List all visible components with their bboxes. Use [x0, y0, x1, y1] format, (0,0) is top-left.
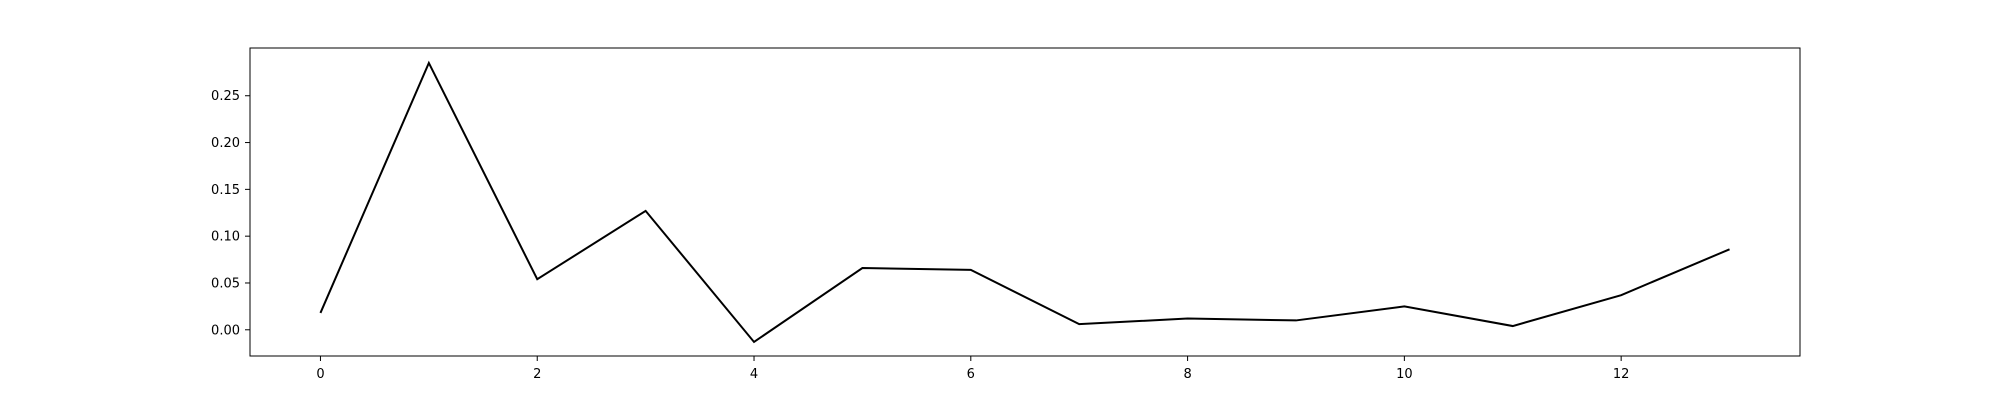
x-tick-label: 6: [967, 367, 975, 382]
x-tick-label: 10: [1396, 367, 1413, 382]
x-tick-label: 8: [1183, 367, 1191, 382]
y-tick-label: 0.20: [211, 136, 240, 151]
x-tick-label: 4: [750, 367, 758, 382]
x-tick-label: 0: [316, 367, 324, 382]
y-tick-label: 0.05: [211, 276, 240, 291]
y-tick-label: 0.00: [211, 323, 240, 338]
plot-frame: [249, 47, 1801, 357]
x-axis: 0 2 4 6 8 10 12: [316, 356, 1629, 382]
x-tick-label: 12: [1613, 367, 1630, 382]
y-tick-label: 0.10: [211, 230, 240, 245]
y-tick-label: 0.25: [211, 89, 240, 104]
y-tick-label: 0.15: [211, 183, 240, 198]
series-line: [319, 60, 1730, 344]
y-axis: 0.00 0.05 0.10 0.15 0.20 0.25: [211, 89, 250, 338]
x-tick-label: 2: [533, 367, 541, 382]
